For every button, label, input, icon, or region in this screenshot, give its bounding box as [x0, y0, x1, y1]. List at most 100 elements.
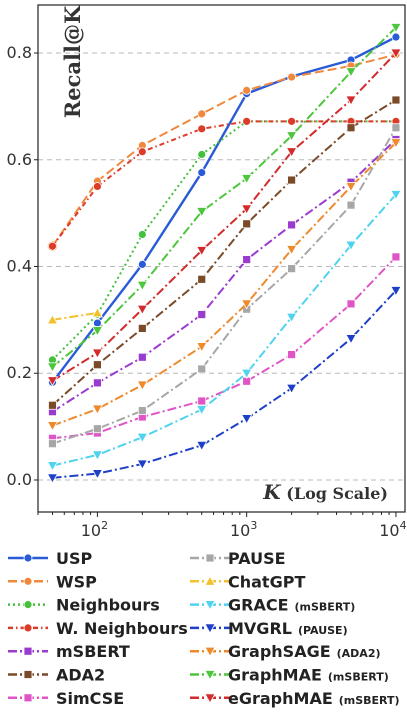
legend-series-name: W. Neighbours [56, 619, 188, 638]
data-point [136, 304, 149, 316]
data-point [91, 469, 104, 480]
x-tick-base: 10 [81, 521, 101, 540]
data-point [48, 439, 57, 449]
series-usp [48, 32, 401, 387]
series-line [51, 120, 396, 361]
legend-item: GRACE (mSBERT) [190, 596, 355, 615]
data-point [93, 318, 102, 328]
legend-label: WSP [56, 572, 97, 591]
data-point [345, 240, 357, 251]
legend-item: ChatGPT [190, 572, 305, 591]
legend-series-name: eGraphMAE [228, 689, 333, 708]
legend-item: SimCSE [8, 689, 124, 708]
legend-swatch-marker [23, 646, 33, 656]
data-point [287, 350, 297, 359]
legend-series-name: GraphMAE [228, 666, 322, 685]
x-tick-label: 104 [379, 519, 406, 540]
legend-label: MVGRL (PAUSE) [228, 619, 348, 638]
data-point [346, 123, 356, 133]
legend-swatch-marker [23, 600, 33, 609]
legend-label: USP [56, 549, 93, 568]
data-point [137, 230, 147, 239]
data-point [285, 131, 298, 142]
data-point [390, 48, 402, 59]
legend-label: ChatGPT [228, 572, 305, 591]
series-line [52, 256, 397, 440]
data-point [46, 473, 59, 484]
legend-swatch-marker [204, 670, 216, 681]
data-point [197, 274, 207, 284]
series-wsp [47, 50, 401, 251]
x-tick-base: 10 [230, 521, 250, 540]
series-line [51, 52, 397, 382]
legend-label: GraphSAGE (ADA2) [228, 642, 381, 661]
data-point [287, 72, 297, 82]
legend-item: Neighbours [8, 596, 160, 615]
data-point [197, 109, 207, 119]
data-point [137, 259, 147, 269]
x-axis-label: K (Log Scale) [262, 480, 388, 504]
data-point [240, 414, 253, 425]
series-w-neighbours [48, 116, 401, 251]
series-mvgrl [46, 286, 402, 484]
data-point [345, 67, 357, 78]
legend-series-name: MVGRL [228, 619, 292, 638]
data-point [93, 360, 102, 370]
legend-series-name: ADA2 [56, 666, 105, 685]
legend-swatch-marker [23, 670, 33, 679]
data-point [196, 440, 208, 452]
data-point [46, 362, 59, 373]
legend-series-name: mSBERT [56, 642, 130, 661]
data-point [197, 150, 207, 159]
data-point [345, 95, 357, 106]
series-ada2 [48, 95, 401, 410]
legend-series-name: WSP [56, 572, 97, 591]
legend-series-name: GRACE [228, 596, 289, 615]
data-point [196, 342, 208, 353]
legend-item: mSBERT [8, 642, 130, 661]
series-egraphmae [46, 48, 402, 387]
legend-swatch-marker [23, 693, 33, 703]
x-label-variable: K [262, 480, 282, 504]
data-point [197, 396, 207, 406]
data-point [390, 138, 402, 149]
series-graphmae [46, 23, 402, 373]
series-line [51, 53, 397, 247]
legend-series-sub: (mSBERT) [339, 694, 400, 707]
legend-label: PAUSE [228, 549, 286, 568]
x-tick-label: 102 [81, 519, 108, 540]
data-point [91, 404, 104, 415]
data-point [136, 459, 149, 470]
data-point [287, 264, 297, 274]
legend-series-name: ChatGPT [228, 572, 305, 591]
data-point [285, 147, 298, 158]
legend-series-sub: (mSBERT) [295, 601, 356, 614]
legend-swatch-marker [204, 600, 216, 611]
data-point [390, 190, 402, 201]
legend-swatch-marker [204, 623, 216, 634]
data-point [91, 307, 104, 318]
legend-item: WSP [8, 572, 97, 591]
data-point [137, 147, 147, 157]
data-point [287, 220, 297, 230]
series-graphsage [46, 138, 402, 432]
y-tick-label: 0.4 [7, 257, 32, 276]
legend-series-name: SimCSE [56, 689, 124, 708]
data-point [285, 383, 298, 395]
legend-item: GraphMAE (mSBERT) [190, 666, 389, 685]
series-line [51, 99, 397, 407]
x-tick-base: 10 [379, 521, 399, 540]
x-tick-label: 103 [230, 519, 257, 540]
data-point [48, 400, 57, 410]
data-point [285, 312, 298, 324]
legend-swatch-marker [23, 623, 33, 633]
data-point [196, 246, 208, 257]
data-point [196, 207, 208, 218]
data-point [196, 405, 208, 416]
series-line [52, 193, 397, 467]
legend-label: GraphMAE (mSBERT) [228, 666, 389, 685]
legend-item: ADA2 [8, 666, 105, 685]
series-line [51, 26, 397, 368]
